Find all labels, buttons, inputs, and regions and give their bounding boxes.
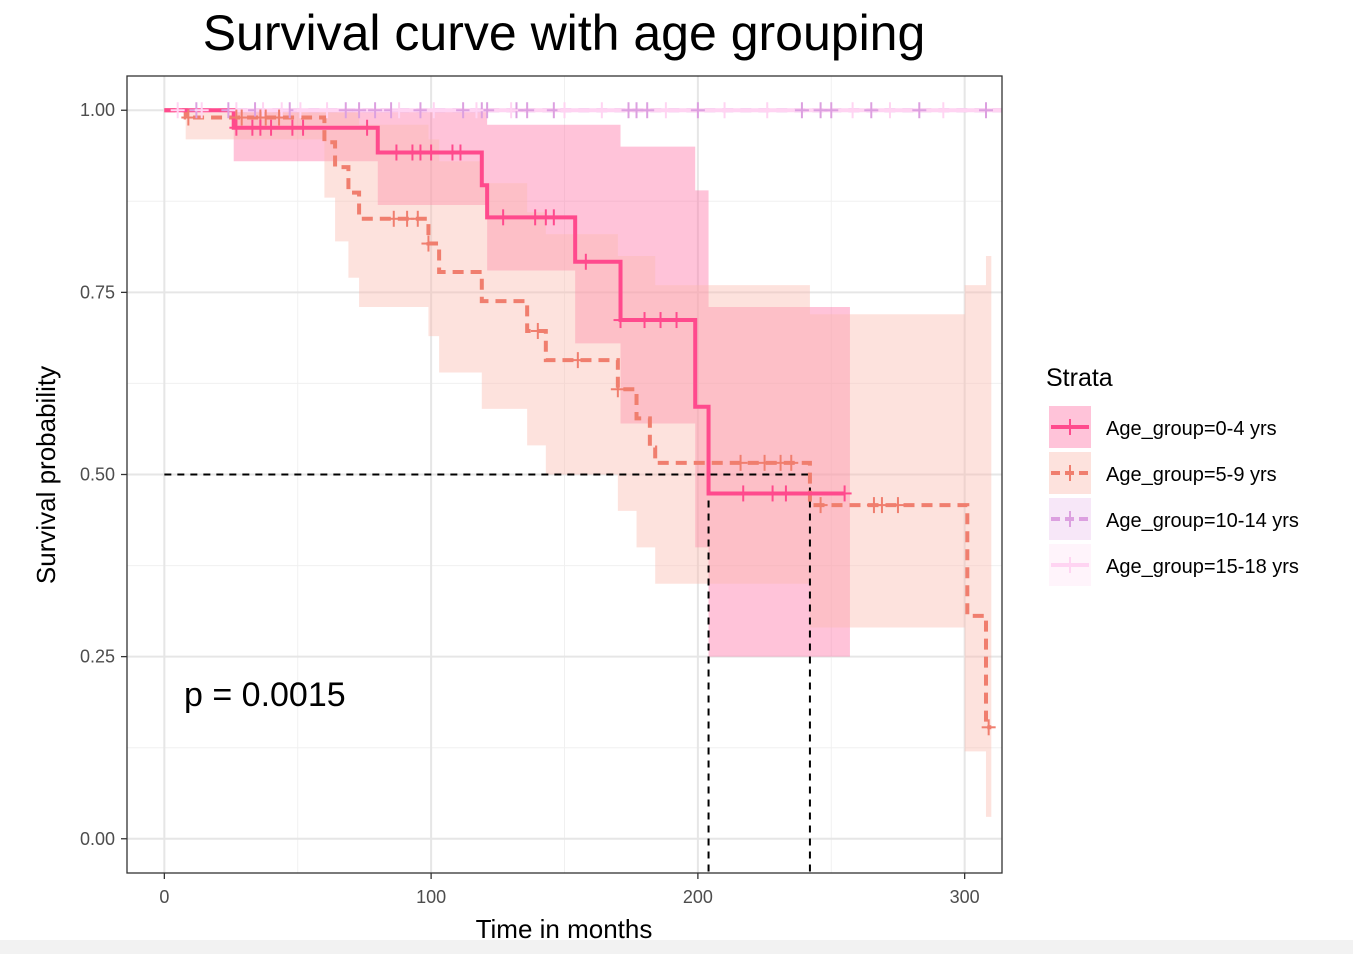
- x-tick-label: 200: [683, 887, 713, 907]
- legend-label: Age_group=0-4 yrs: [1106, 418, 1277, 440]
- chart-title: Survival curve with age grouping: [203, 5, 926, 61]
- legend-label: Age_group=5-9 yrs: [1106, 464, 1277, 486]
- legend-title: Strata: [1046, 364, 1113, 392]
- x-tick-label: 0: [159, 887, 169, 907]
- footer-strip: [0, 940, 1353, 954]
- p-value-annotation: p = 0.0015: [184, 676, 346, 714]
- censor-marks: [170, 102, 996, 736]
- x-axis-title: Time in months: [476, 914, 653, 944]
- median-lines: [164, 473, 811, 873]
- y-axis-ticks: 0.00 0.25 0.50 0.75 1.00: [80, 100, 127, 849]
- x-axis-ticks: 0 100 200 300: [159, 873, 980, 907]
- confidence-band: [164, 110, 850, 657]
- y-tick-label: 0.25: [80, 647, 115, 667]
- legend: Age_group=0-4 yrs Age_group=5-9 yrs Age_gr…: [1049, 406, 1299, 586]
- y-tick-label: 0.50: [80, 465, 115, 485]
- x-tick-label: 100: [416, 887, 446, 907]
- confidence-band: [164, 110, 992, 817]
- x-tick-label: 300: [950, 887, 980, 907]
- y-tick-label: 0.00: [80, 829, 115, 849]
- survival-curve: [164, 108, 992, 730]
- y-tick-label: 1.00: [80, 100, 115, 120]
- y-axis-title: Survival probability: [31, 366, 61, 584]
- y-tick-label: 0.75: [80, 282, 115, 302]
- legend-label: Age_group=10-14 yrs: [1106, 510, 1299, 532]
- confidence-bands: [164, 110, 992, 817]
- legend-label: Age_group=15-18 yrs: [1106, 556, 1299, 578]
